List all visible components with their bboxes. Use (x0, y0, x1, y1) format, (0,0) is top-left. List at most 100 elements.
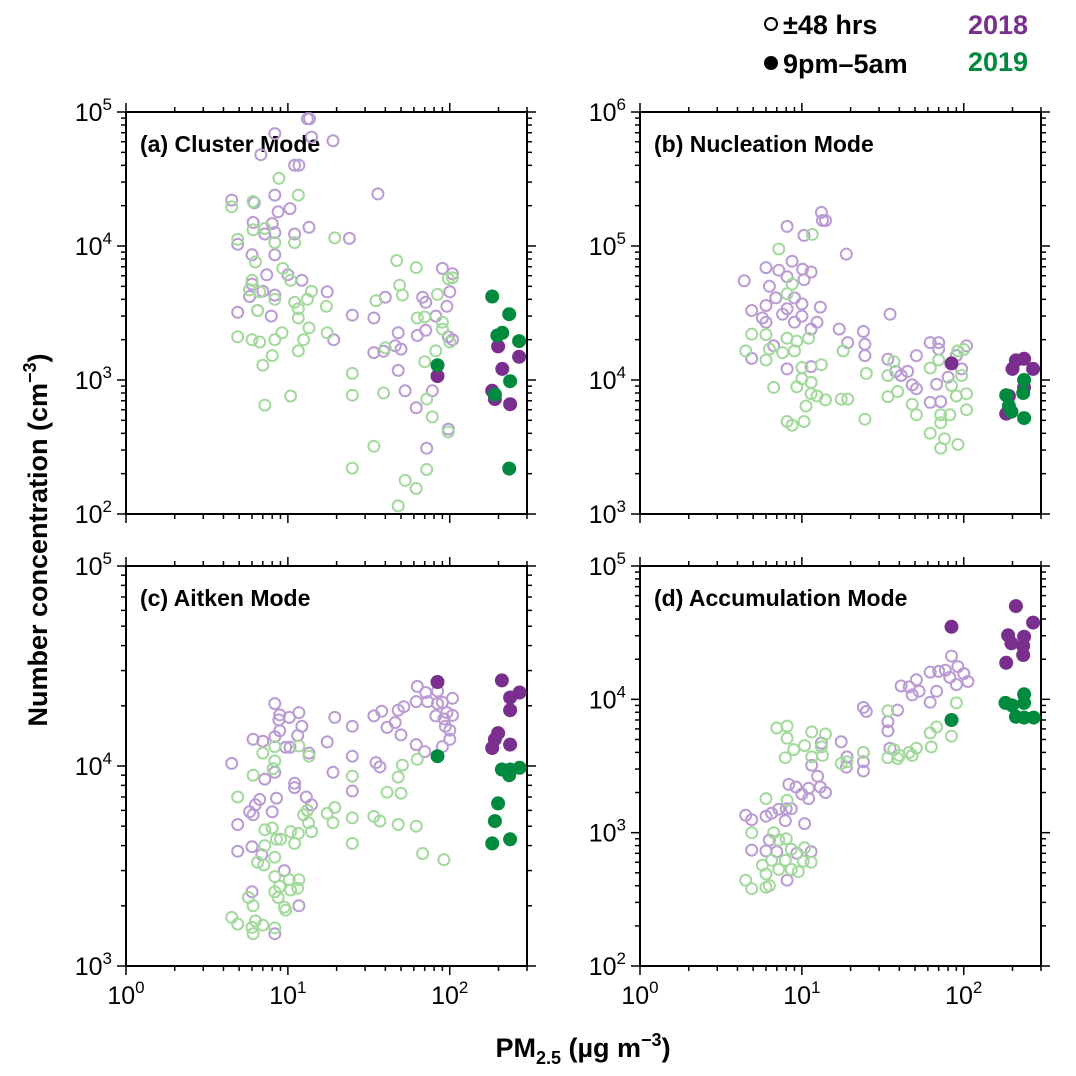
open-data-point (858, 412, 872, 426)
y-axis-title-main: Number concentration (cm (23, 383, 53, 727)
open-data-point (266, 762, 280, 776)
plot-frame (639, 565, 1042, 967)
open-data-point (772, 833, 786, 847)
y-tick-label: 103 (589, 497, 626, 529)
open-data-point (905, 378, 919, 392)
open-data-point (745, 843, 759, 857)
open-data-point (268, 927, 282, 941)
open-data-point (805, 758, 819, 772)
open-data-point (894, 369, 908, 382)
open-data-point (745, 304, 759, 317)
open-data-point (300, 292, 314, 306)
open-data-point (834, 757, 848, 770)
open-data-point (943, 670, 957, 684)
y-tick-label: 104 (589, 363, 626, 395)
y-tick-label-exponent: 4 (103, 749, 112, 768)
filled-data-point (485, 741, 500, 755)
open-data-point (260, 268, 274, 282)
open-data-point (243, 805, 257, 819)
open-data-point (894, 679, 908, 693)
open-data-point (231, 844, 245, 858)
open-data-point (923, 665, 937, 679)
open-data-point (292, 899, 306, 913)
open-data-point (446, 691, 459, 705)
open-data-point (345, 308, 359, 322)
open-data-point (834, 735, 848, 749)
y-tick-label-exponent: 4 (103, 229, 112, 248)
filled-data-point (430, 749, 445, 764)
y-tick-label-exponent: 4 (617, 682, 626, 701)
open-data-point (268, 730, 282, 744)
open-data-point (375, 704, 389, 718)
open-data-point (345, 811, 359, 825)
open-data-point (834, 392, 848, 406)
open-data-point (397, 700, 411, 714)
open-data-point (923, 336, 937, 350)
panel-title: (d) Accumulation Mode (654, 585, 907, 611)
open-data-point (268, 697, 282, 711)
open-data-point (785, 277, 799, 291)
open-data-point (909, 382, 923, 396)
open-data-point (268, 127, 282, 141)
y-tick-label-exponent: 2 (617, 949, 626, 968)
open-data-point (780, 362, 794, 376)
x-axis-title-units: (µg m (561, 1033, 641, 1063)
filled-data-point (495, 325, 510, 340)
open-data-point (859, 705, 873, 718)
open-data-point (804, 322, 818, 336)
filled-data-point (1026, 361, 1041, 376)
series-2018-48hrs (225, 112, 459, 455)
open-data-point (759, 261, 773, 275)
filled-data-point (491, 339, 506, 354)
open-data-point (924, 740, 938, 754)
open-data-point (394, 728, 408, 742)
open-data-point (258, 398, 272, 412)
open-data-point (326, 816, 340, 830)
open-data-point (245, 277, 259, 291)
filled-data-point (1016, 386, 1031, 400)
open-data-point (302, 749, 316, 763)
open-data-point (231, 790, 245, 804)
series-2019-48hrs (739, 227, 973, 455)
open-data-point (231, 232, 245, 246)
series-2018-night (430, 673, 527, 755)
legend-filled-label: 9pm–5am (783, 49, 908, 79)
open-data-point (901, 364, 915, 378)
open-data-point (231, 917, 245, 931)
y-tick-label: 102 (75, 497, 112, 529)
open-data-point (271, 891, 285, 904)
open-data-point (791, 865, 805, 879)
y-tick-label-exponent: 3 (617, 816, 626, 835)
open-data-point (819, 727, 832, 741)
y-tick-label-exponent: 5 (103, 95, 112, 114)
open-data-point (419, 295, 433, 309)
open-data-point (739, 873, 753, 887)
open-data-point (418, 745, 432, 759)
y-tick-label: 106 (589, 95, 626, 127)
legend-open-marker-icon (764, 17, 778, 31)
open-data-point (905, 688, 919, 702)
filled-data-point (430, 675, 445, 689)
open-data-point (437, 853, 451, 867)
open-data-point (881, 352, 895, 366)
open-data-point (320, 285, 334, 299)
open-data-point (225, 756, 239, 770)
open-data-point (268, 921, 282, 935)
open-data-point (268, 248, 282, 262)
open-data-point (759, 328, 773, 342)
y-tick-label-base: 10 (589, 501, 617, 529)
open-data-point (887, 355, 901, 369)
open-data-point (778, 751, 792, 765)
open-data-point (909, 408, 923, 422)
open-data-point (780, 719, 794, 733)
open-data-point (410, 679, 424, 693)
open-data-point (912, 684, 926, 698)
y-tick-label-base: 10 (75, 99, 103, 127)
open-data-point (795, 309, 809, 323)
open-data-point (272, 171, 286, 185)
filled-data-point (485, 836, 500, 851)
open-data-point (295, 273, 309, 287)
open-data-point (245, 920, 259, 934)
open-data-point (326, 134, 340, 148)
open-data-point (934, 395, 948, 409)
